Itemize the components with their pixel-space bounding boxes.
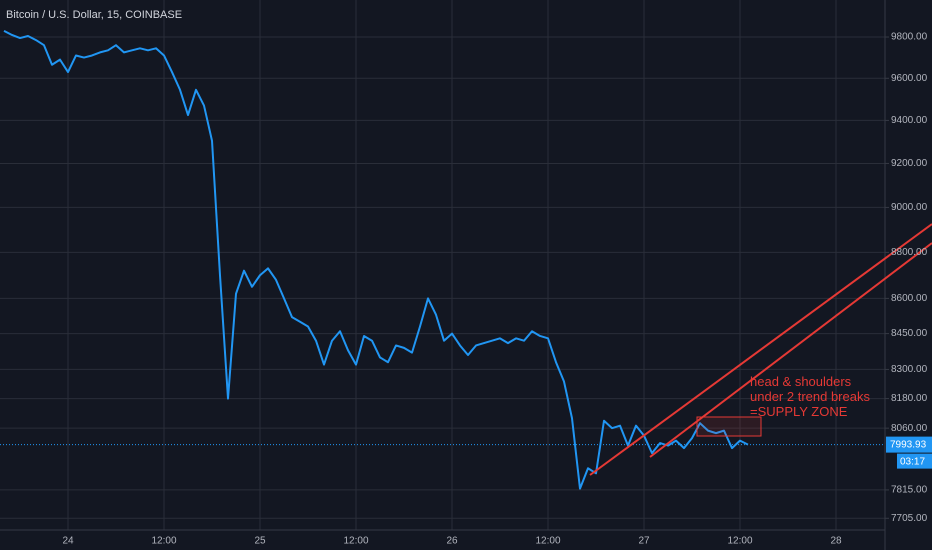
x-tick-label: 26 [446,536,458,547]
y-tick-label: 8300.00 [891,364,928,375]
x-tick-label: 12:00 [535,536,560,547]
x-tick-label: 25 [254,536,266,547]
price-tag-label: 7993.93 [890,439,927,450]
annotation: =SUPPLY ZONE [750,404,848,419]
x-tick-label: 24 [62,536,74,547]
y-tick-label: 9800.00 [891,32,928,43]
y-tick-label: 9600.00 [891,73,928,84]
annotation: head & shoulders [750,374,852,389]
y-tick-label: 7705.00 [891,513,928,524]
trend-line [589,223,932,476]
x-tick-label: 12:00 [343,536,368,547]
supply-zone [696,416,762,437]
y-tick-label: 8180.00 [891,393,928,404]
price-line [3,30,749,490]
y-tick-label: 9200.00 [891,158,928,169]
y-tick-label: 7815.00 [891,485,928,496]
annotation: under 2 trend breaks [750,389,870,404]
x-tick-label: 12:00 [151,536,176,547]
y-tick-label: 8800.00 [891,247,928,258]
x-tick-label: 27 [638,536,650,547]
y-tick-label: 8060.00 [891,423,928,434]
countdown-tag [897,453,932,469]
grid [0,0,885,530]
price-tag [886,436,932,453]
y-tick-label: 9000.00 [891,202,928,213]
plot [0,30,885,490]
x-tick-label: 12:00 [727,536,752,547]
x-tick-label: 28 [830,536,842,547]
countdown-label: 03:17 [900,456,925,467]
y-tick-label: 8600.00 [891,293,928,304]
y-tick-label: 9400.00 [891,115,928,126]
chart-title: Bitcoin / U.S. Dollar, 15, COINBASE [6,9,182,21]
y-tick-label: 8450.00 [891,328,928,339]
